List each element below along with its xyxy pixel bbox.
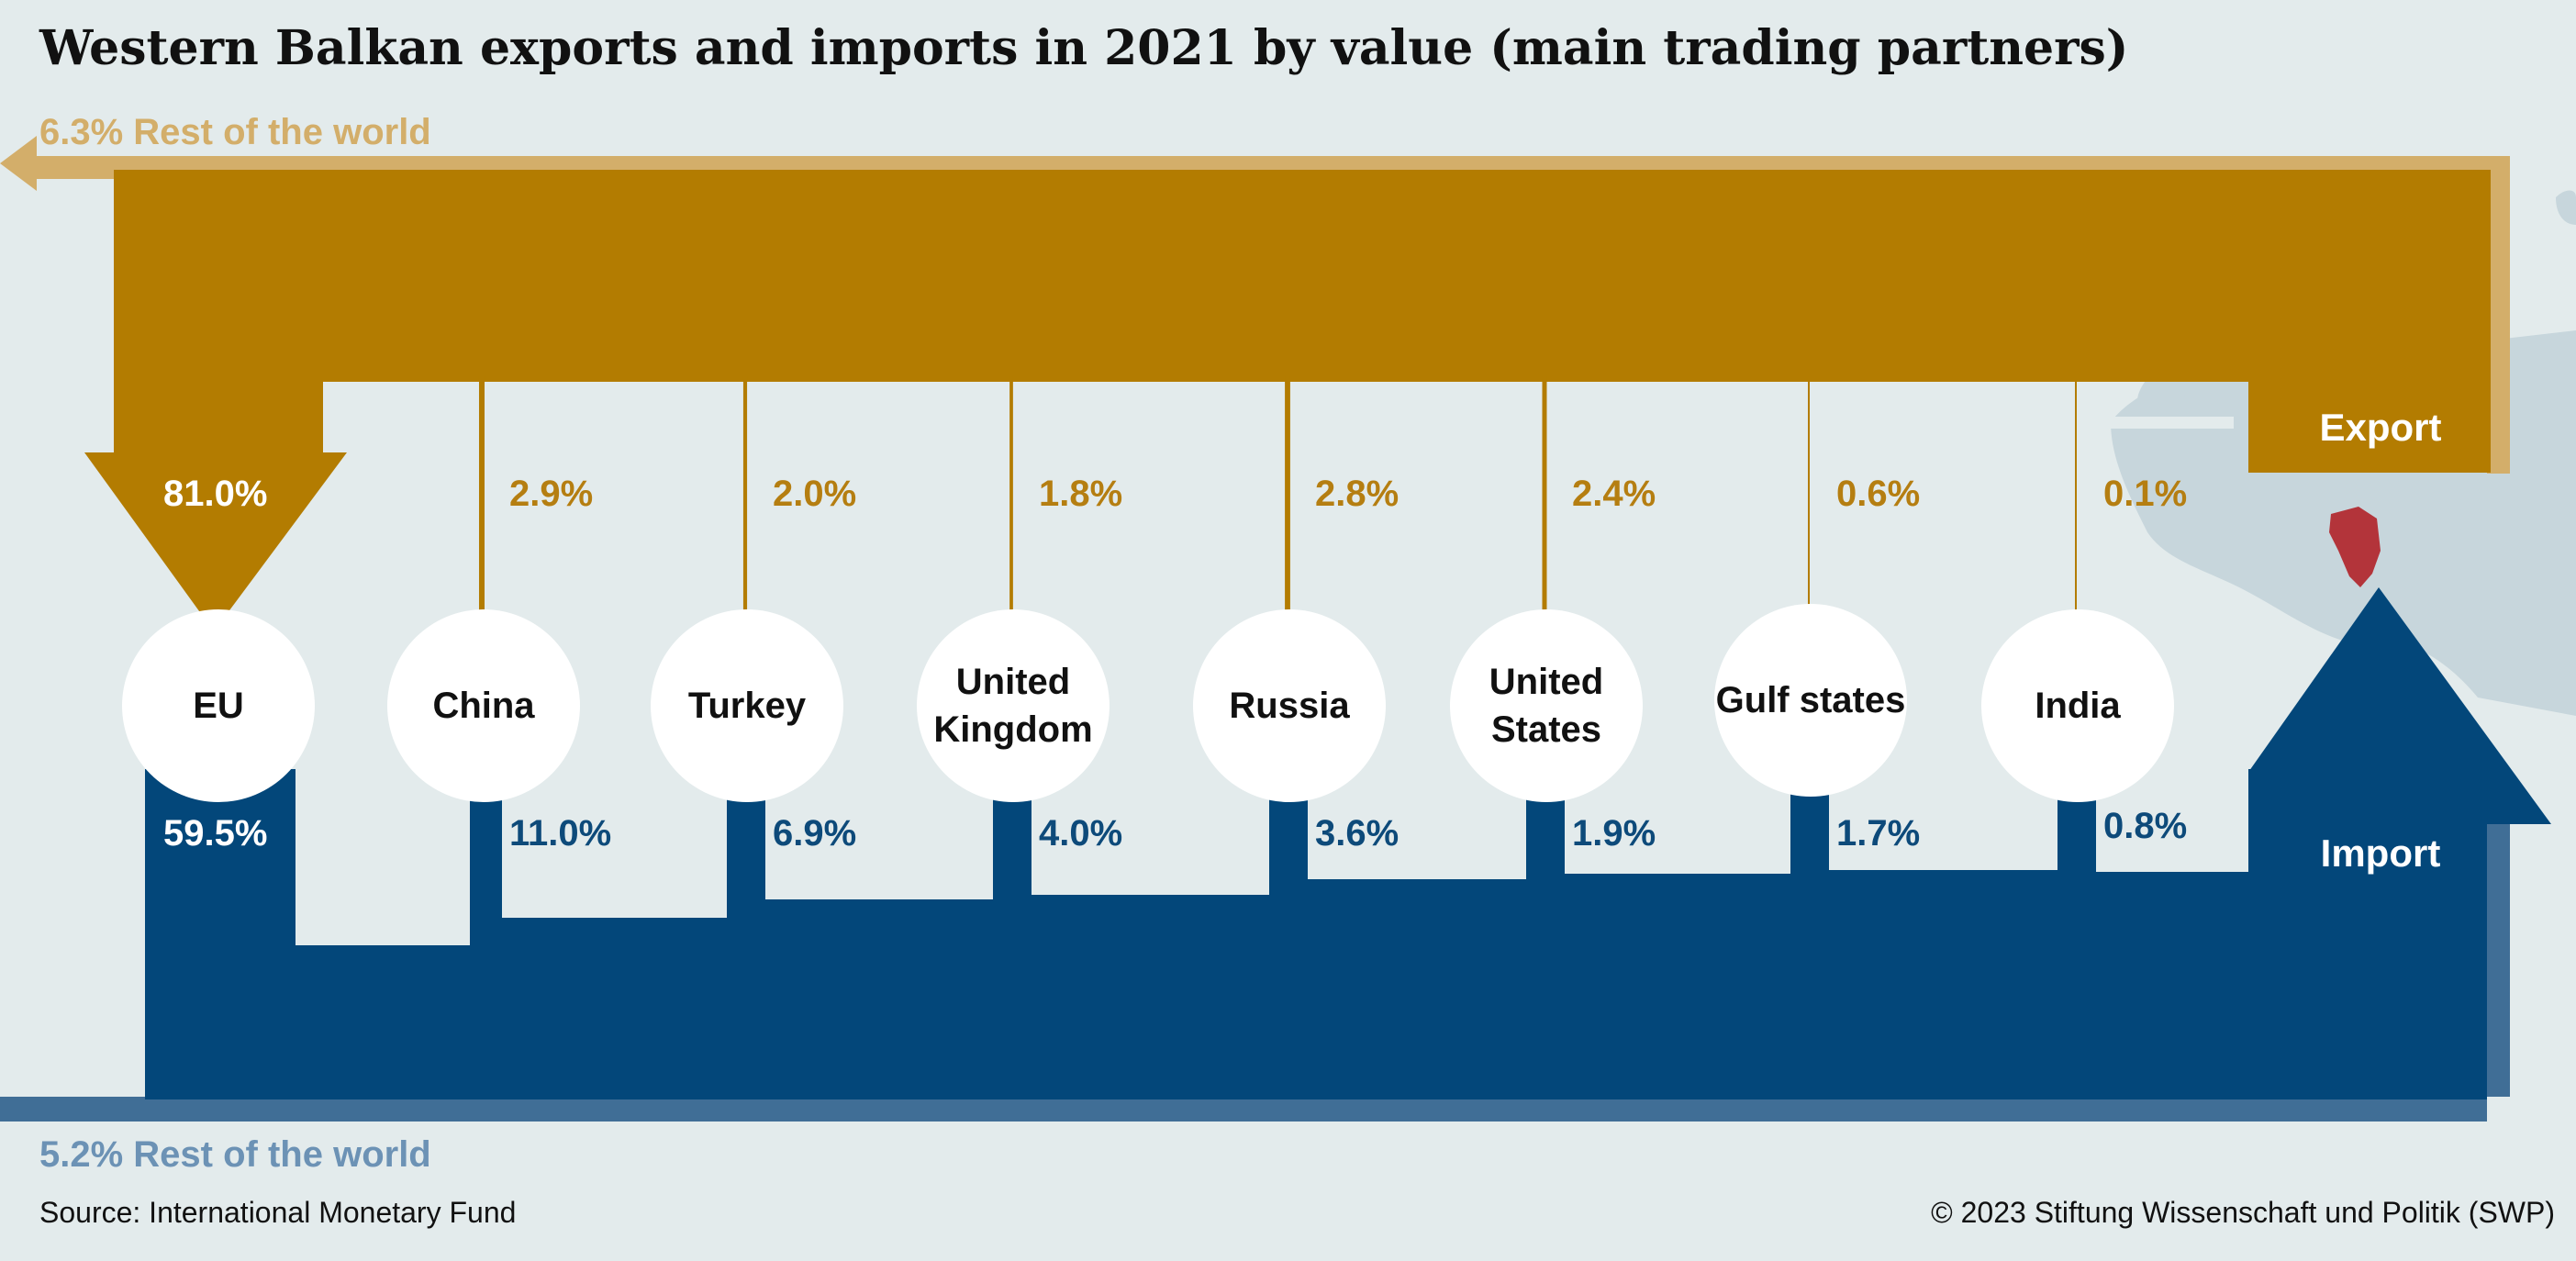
export-flow-line <box>742 376 748 630</box>
export-share-label: 2.8% <box>1315 474 1400 514</box>
import-share-label: 59.5% <box>163 813 268 854</box>
export-share-label: 0.6% <box>1836 474 1921 514</box>
partner-circle: United States <box>1450 609 1643 802</box>
import-flow-gap <box>1032 769 1269 895</box>
partner-name: China <box>432 686 535 726</box>
import-share-label: 11.0% <box>509 813 612 854</box>
export-flow-line <box>1542 376 1547 624</box>
export-share-label: 2.4% <box>1572 474 1656 514</box>
export-flow-gap <box>2083 417 2234 429</box>
export-share-label: 81.0% <box>163 474 268 514</box>
partner-circle: EU <box>122 609 315 802</box>
export-flow-gap <box>1019 395 1275 403</box>
partner-circle: United Kingdom <box>917 609 1110 802</box>
copyright-note: © 2023 Stiftung Wissenschaft und Politik… <box>1931 1196 2555 1229</box>
import-flow-gap <box>502 769 727 918</box>
rest-of-world-import-label: 5.2% Rest of the world <box>39 1134 431 1175</box>
import-flow-gap <box>1565 769 1790 874</box>
export-flow-eu <box>84 376 347 631</box>
export-flow-line <box>478 376 485 631</box>
partner-circle: China <box>387 609 580 802</box>
export-share-label: 0.1% <box>2103 474 2188 514</box>
partner-name: India <box>2035 686 2121 726</box>
import-share-label: 1.7% <box>1836 813 1921 854</box>
partner-name: EU <box>193 686 244 726</box>
partner-circle: Russia <box>1193 609 1386 802</box>
partner-name: Gulf states <box>1715 680 1906 720</box>
partner-circle: Turkey <box>651 609 843 802</box>
export-share-label: 2.9% <box>509 474 594 514</box>
import-share-label: 0.8% <box>2103 806 2188 846</box>
export-label: Export <box>2319 406 2442 449</box>
export-flow-gap <box>1552 406 1796 416</box>
export-flow-line <box>2075 376 2077 620</box>
import-share-label: 1.9% <box>1572 813 1656 854</box>
partner-circle: India <box>1981 609 2174 802</box>
import-label: Import <box>2320 831 2441 875</box>
page-title: Western Balkan exports and imports in 20… <box>39 20 2129 76</box>
export-flow-gap <box>753 389 998 396</box>
import-flow-gap <box>1829 769 2057 870</box>
import-flow-gap <box>296 769 470 945</box>
partner-name: United States <box>1489 662 1604 750</box>
export-share-label: 2.0% <box>773 474 857 514</box>
western-balkans-region <box>2329 507 2381 587</box>
export-band-right <box>2248 170 2491 473</box>
import-share-label: 6.9% <box>773 813 857 854</box>
import-flow-gap <box>1308 769 1526 879</box>
export-flow-gap <box>1295 400 1532 409</box>
export-flow-gap <box>1816 411 2063 422</box>
import-share-label: 3.6% <box>1315 813 1400 854</box>
export-flow-line <box>1009 376 1013 628</box>
import-arrow-head <box>2212 587 2551 881</box>
export-band-top <box>114 170 2491 382</box>
export-flow-gap <box>489 384 732 390</box>
rest-of-world-export-label: 6.3% Rest of the world <box>39 112 431 152</box>
partner-name: Russia <box>1229 686 1350 726</box>
import-flow-gap <box>765 769 993 899</box>
partner-name: United Kingdom <box>933 662 1093 750</box>
export-flow-line <box>1808 376 1810 622</box>
rest-of-world-export-arrow <box>0 136 2510 474</box>
export-share-label: 1.8% <box>1039 474 1123 514</box>
partner-circle: Gulf states <box>1714 604 1907 797</box>
import-share-label: 4.0% <box>1039 813 1123 854</box>
export-flow-line <box>1285 376 1290 626</box>
partner-name: Turkey <box>687 686 807 726</box>
iceland-shape <box>2556 190 2576 225</box>
source-note: Source: International Monetary Fund <box>39 1196 517 1229</box>
